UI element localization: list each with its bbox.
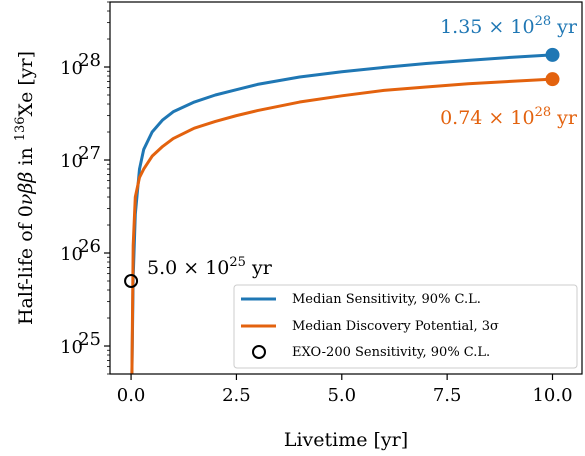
discovery-end-base: 10 (510, 107, 534, 129)
legend: Median Sensitivity, 90% C.L. Median Disc… (233, 284, 578, 369)
y-tick-label: 10 (60, 58, 83, 79)
plot-area (130, 53, 554, 374)
discovery-end-unit: yr (556, 107, 578, 129)
sensitivity-end-times: × (482, 16, 510, 38)
x-tick-label: 2.5 (222, 385, 251, 406)
series-end-marker-0 (545, 47, 560, 62)
legend-label-exo-200: EXO-200 Sensitivity, 90% C.L. (292, 345, 490, 360)
legend-marker-exo-200 (252, 345, 266, 359)
sensitivity-end-unit: yr (556, 16, 578, 38)
discovery-end-times: × (482, 107, 510, 129)
x-tick-label: 0.0 (117, 385, 146, 406)
exo-200-point (124, 274, 139, 288)
y-axis-label: Half-life of 0νββ in 136Xe [yr] (13, 51, 37, 325)
x-tick-label: 5.0 (327, 385, 356, 406)
y-tick-label: 10 (60, 337, 83, 358)
discovery-end-label: 0.74 × 1028 yr (440, 105, 578, 129)
plot-layer (124, 47, 560, 374)
x-tick-label: 10.0 (532, 385, 572, 406)
sensitivity-end-base: 10 (510, 16, 534, 38)
discovery-end-exp: 28 (535, 105, 552, 120)
y-axis-label-post: Xe [yr] (15, 51, 37, 116)
x-tick-label: 7.5 (433, 385, 462, 406)
y-axis-label-sup: 136 (13, 116, 28, 141)
x-axis-label: Livetime [yr] (284, 429, 408, 451)
y-tick-exponent: 27 (78, 143, 101, 164)
exo-200-label-times: × (177, 257, 205, 279)
exo-200-label-mantissa: 5.0 (147, 257, 177, 279)
y-tick-exponent: 25 (78, 329, 101, 350)
legend-label-sensitivity: Median Sensitivity, 90% C.L. (292, 292, 481, 307)
legend-label-discovery: Median Discovery Potential, 3σ (292, 319, 499, 334)
series-line-0 (130, 53, 554, 374)
exo-200-label-unit: yr (251, 257, 273, 279)
discovery-end-mantissa: 0.74 (440, 107, 482, 129)
y-axis-label-pre: Half-life of 0 (15, 205, 37, 325)
sensitivity-end-label: 1.35 × 1028 yr (440, 14, 578, 38)
exo-200-label: 5.0 × 1025 yr (147, 255, 273, 279)
sensitivity-end-exp: 28 (535, 14, 552, 29)
exo-200-label-base: 10 (205, 257, 229, 279)
y-tick-label: 10 (60, 244, 83, 265)
y-tick-exponent: 26 (78, 236, 101, 257)
y-axis-label-mid: in (15, 141, 37, 171)
series-end-marker-1 (545, 72, 560, 87)
y-axis-label-greek: νββ (15, 172, 37, 206)
series-line-1 (130, 77, 554, 374)
exo-200-label-exp: 25 (229, 255, 246, 270)
legend-box (233, 284, 578, 369)
sensitivity-end-mantissa: 1.35 (440, 16, 482, 38)
y-tick-exponent: 28 (78, 50, 101, 71)
y-tick-label: 10 (60, 151, 83, 172)
